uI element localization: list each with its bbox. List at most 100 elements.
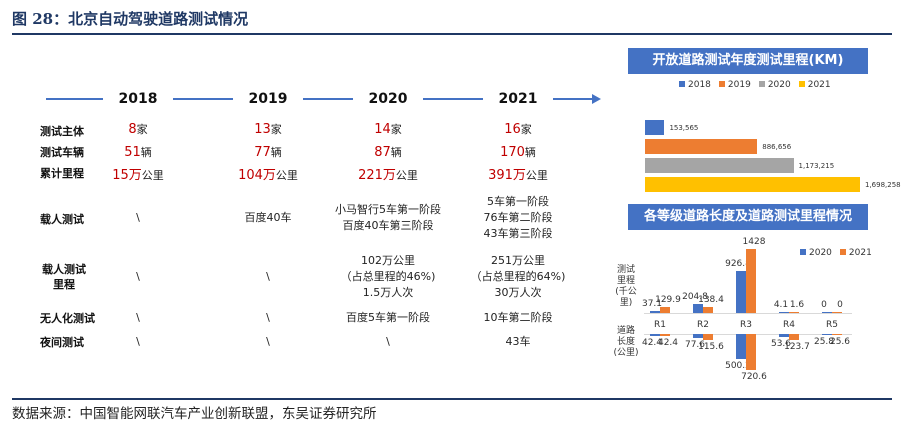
legend-swatch: [839, 249, 846, 255]
legend-item-2020: 2020: [800, 248, 832, 258]
mileage-label-2021-R4: 1.6: [789, 300, 805, 310]
length-label-2020-R2: 77.6: [684, 339, 706, 350]
legend-item-2018: 2018: [679, 80, 711, 90]
cell-manned-2019: 百度40车: [244, 211, 292, 224]
length-bar-2020-R5: [822, 334, 832, 336]
cell-manned-mileage-2018: \: [136, 270, 140, 283]
mileage-bar-2020-R2: [693, 303, 703, 313]
length-label-2020-R1: 42.4: [641, 338, 663, 349]
cell-manned-mileage-2021: 251万公里 （占总里程的64%) 30万人次: [470, 254, 566, 299]
length-bar-2020-R3: [736, 334, 746, 359]
legend-label: 2020: [767, 80, 791, 90]
cell-mileage-2018: 15万公里: [112, 168, 164, 183]
mileage-label-2021-R3: 1428: [742, 237, 766, 247]
cell-night-2020: \: [386, 335, 390, 348]
mileage-label-2020-R1: 37.1: [641, 299, 663, 310]
cell-vehicles-2019: 77辆: [254, 145, 282, 160]
cell-mileage-2019: 104万公里: [238, 168, 298, 183]
length-bar-2020-R1: [650, 334, 660, 337]
cell-manned-2018: \: [136, 211, 140, 224]
length-bar-2021-R2: [703, 334, 713, 340]
mileage-bar-2020-R1: [650, 311, 660, 313]
mileage-bar-2020-R3: [736, 271, 746, 313]
mileage-label-2020-R2: 204.8: [682, 291, 708, 302]
chart-road-title: 各等级道路长度及道路测试里程情况: [628, 204, 868, 230]
year-2021: 2021: [483, 90, 553, 108]
length-label-2021-R3: 720.6: [741, 372, 767, 382]
bar-2020: [645, 158, 794, 173]
category-label-R2: R2: [697, 320, 709, 330]
row-label-manned-mileage: 载人测试 里程: [42, 263, 86, 291]
cell-vehicles-2020: 87辆: [374, 145, 402, 160]
upper-baseline: [644, 313, 852, 314]
legend-swatch: [679, 81, 685, 87]
timeline-line: [46, 98, 594, 100]
legend-label: 2018: [688, 80, 711, 90]
cell-manned-2020: 小马智行5车第一阶段 百度40车第三阶段: [335, 203, 441, 232]
cell-entities-2020: 14家: [374, 122, 402, 137]
mileage-label-2020-R4: 4.1: [773, 300, 789, 310]
figure-title: 图 28：北京自动驾驶道路测试情况: [12, 10, 249, 28]
lower-axis-label: 道路 长度 (公里): [613, 326, 639, 358]
length-bar-2021-R5: [832, 334, 842, 336]
cell-night-2018: \: [136, 335, 140, 348]
length-bar-2020-R4: [779, 334, 789, 337]
bar-label-2020: 1,173,215: [798, 162, 835, 170]
row-label-manned-test: 载人测试: [40, 213, 84, 226]
bar-2019: [645, 139, 758, 154]
bottom-rule: [12, 398, 892, 400]
cell-manned-mileage-2020: 102万公里 （占总里程的46%) 1.5万人次: [340, 254, 436, 299]
cell-unmanned-2021: 10车第二阶段: [483, 311, 553, 324]
year-2019: 2019: [233, 90, 303, 108]
cell-entities-2019: 13家: [254, 122, 282, 137]
upper-axis-label: 测试 里程 (千公里): [615, 265, 637, 308]
row-label-total-mileage: 累计里程: [40, 167, 84, 180]
cell-vehicles-2018: 51辆: [124, 145, 152, 160]
cell-unmanned-2020: 百度5车第一阶段: [346, 311, 430, 324]
legend-label: 2019: [727, 80, 751, 90]
mileage-label-2020-R5: 0: [821, 300, 827, 310]
mileage-bar-2021-R5: [832, 312, 842, 313]
legend-swatch: [718, 81, 725, 87]
bar-label-2021: 1,698,258: [865, 181, 901, 189]
mileage-bar-2021-R3: [746, 249, 756, 313]
category-label-R5: R5: [826, 320, 838, 330]
legend-label: 2021: [848, 248, 872, 258]
legend-item-2021: 2021: [839, 248, 872, 258]
row-label-unmanned-test: 无人化测试: [40, 312, 95, 325]
length-label-2021-R1: 42.4: [657, 338, 679, 349]
bar-2021: [645, 177, 860, 192]
legend-item-2019: 2019: [718, 80, 751, 90]
length-label-2021-R5: 25.6: [829, 337, 851, 348]
legend-label: 2020: [809, 248, 832, 258]
length-bar-2020-R2: [693, 334, 703, 338]
length-label-2020-R5: 25.8: [813, 337, 835, 348]
bar-label-2019: 886,656: [762, 143, 792, 151]
length-bar-2021-R1: [660, 334, 670, 337]
timeline-arrow-icon: [592, 94, 601, 104]
cell-entities-2018: 8家: [128, 122, 148, 137]
legend-swatch: [800, 249, 806, 255]
category-label-R1: R1: [654, 320, 666, 330]
cell-vehicles-2021: 170辆: [500, 145, 536, 160]
cell-mileage-2021: 391万公里: [488, 168, 548, 183]
cell-manned-2021: 5车第一阶段 76车第二阶段 43车第三阶段: [483, 195, 553, 240]
cell-manned-mileage-2019: \: [266, 270, 270, 283]
length-bar-2021-R3: [746, 334, 756, 370]
source-note: 数据来源：中国智能网联汽车产业创新联盟，东吴证券研究所: [12, 406, 377, 422]
legend-label: 2021: [807, 80, 831, 90]
length-bar-2021-R4: [789, 334, 799, 341]
mileage-label-2021-R2: 138.4: [698, 294, 724, 305]
top-rule: [12, 33, 892, 35]
legend-swatch: [758, 81, 765, 87]
category-label-R4: R4: [783, 320, 795, 330]
category-label-R3: R3: [740, 320, 752, 330]
mileage-label-2021-R5: 0: [837, 300, 843, 310]
legend-item-2021: 2021: [798, 80, 831, 90]
bar-label-2018: 153,565: [669, 124, 699, 132]
chart-road-legend: 2020 2021: [800, 248, 880, 258]
cell-night-2021: 43车: [505, 335, 531, 348]
row-label-night-test: 夜间测试: [40, 336, 84, 349]
length-label-2020-R4: 53.6: [770, 338, 792, 349]
cell-entities-2021: 16家: [504, 122, 532, 137]
